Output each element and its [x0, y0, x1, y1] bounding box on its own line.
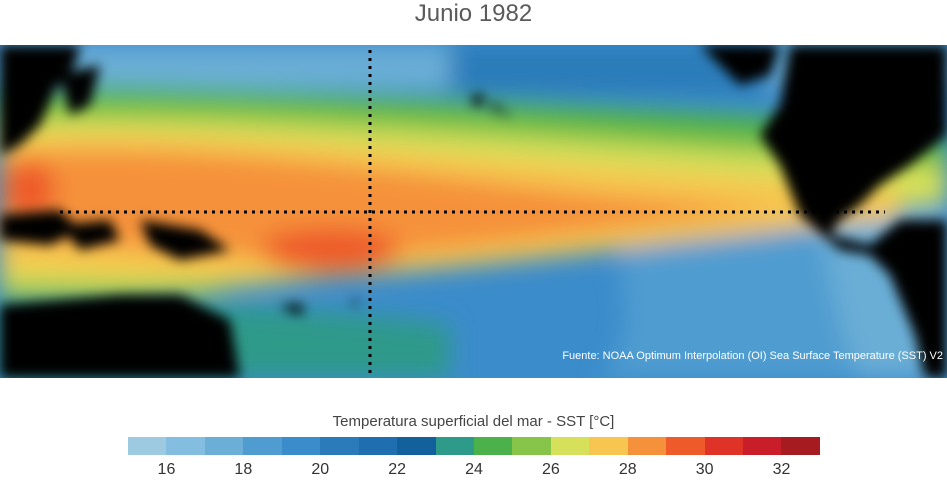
colorbar-swatch	[666, 437, 705, 455]
sst-map	[0, 45, 947, 378]
colorbar-swatch	[781, 437, 820, 455]
colorbar-tick-label: 24	[465, 461, 483, 478]
colorbar-swatch	[128, 437, 167, 455]
colorbar-tick-label: 20	[311, 461, 330, 478]
colorbar-swatch	[704, 437, 743, 455]
colorbar-tick-label: 30	[695, 461, 714, 478]
colorbar-title: Temperatura superficial del mar - SST [°…	[332, 413, 615, 430]
colorbar-swatch	[743, 437, 782, 455]
colorbar-tick-label: 22	[388, 461, 407, 478]
colorbar-swatch	[281, 437, 321, 455]
colorbar-tick-label: 28	[618, 461, 637, 478]
source-note: Fuente: NOAA Optimum Interpolation (OI) …	[562, 350, 943, 362]
colorbar-swatch	[473, 437, 513, 455]
colorbar-swatch	[512, 437, 551, 455]
colorbar	[128, 437, 820, 455]
colorbar-tick-label: 26	[541, 461, 560, 478]
colorbar-tick-label: 18	[234, 461, 253, 478]
colorbar-ticks: 16 18 20 22 24 26 28 30 32	[0, 461, 947, 481]
colorbar-tick-label: 16	[157, 461, 176, 478]
colorbar-swatch	[397, 437, 436, 455]
colorbar-swatch	[204, 437, 244, 455]
colorbar-swatch	[435, 437, 474, 455]
sst-map-canvas	[0, 45, 947, 378]
colorbar-swatch	[550, 437, 590, 455]
colorbar-tick-label: 32	[772, 461, 791, 478]
colorbar-swatch	[166, 437, 205, 455]
colorbar-swatch	[320, 437, 359, 455]
colorbar-swatch	[243, 437, 282, 455]
colorbar-swatch	[627, 437, 667, 455]
map-title: Junio 1982	[414, 0, 533, 27]
colorbar-swatch	[358, 437, 398, 455]
colorbar-swatch	[589, 437, 628, 455]
